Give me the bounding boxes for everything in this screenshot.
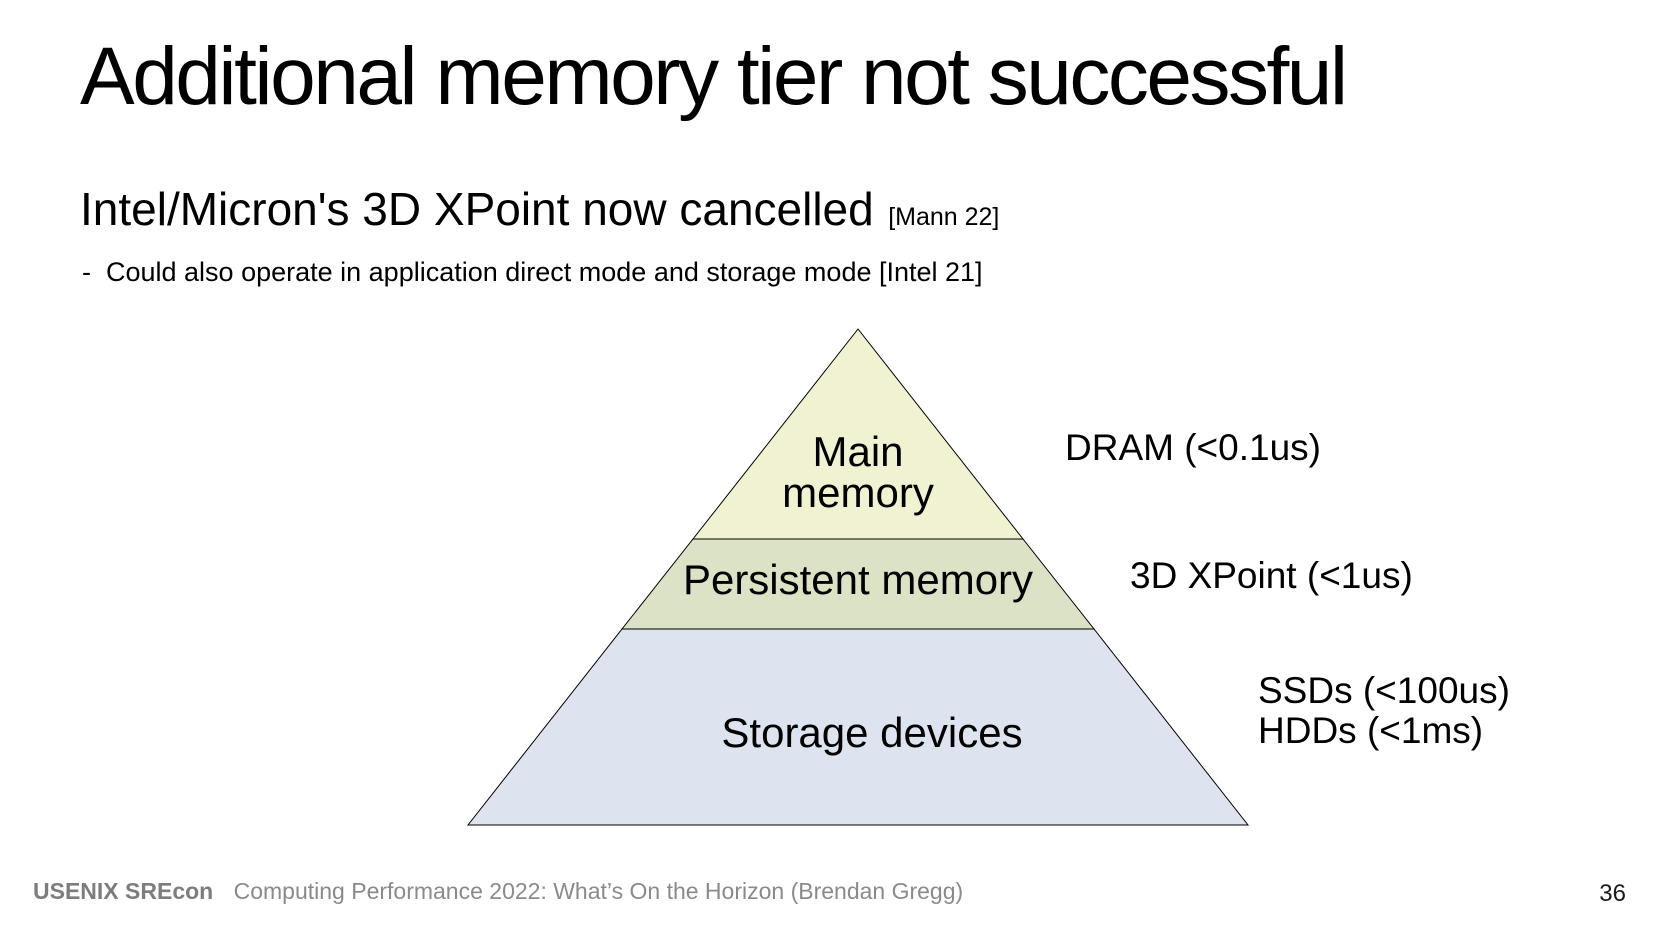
subtitle-row: Intel/Micron's 3D XPoint now cancelled [… <box>80 182 999 236</box>
annotation-hdd: HDDs (<1ms) <box>1258 710 1484 751</box>
footer-title: Computing Performance 2022: What’s On th… <box>233 878 964 904</box>
annotation-dram: DRAM (<0.1us) <box>1065 427 1321 468</box>
tier1-label-line2: memory <box>782 469 934 516</box>
subtitle-citation: [Mann 22] <box>888 203 1000 231</box>
bullet-item: - Could also operate in application dire… <box>82 257 983 287</box>
page-number: 36 <box>1599 880 1626 907</box>
footer-brand: USENIX SREcon <box>33 878 214 904</box>
subtitle: Intel/Micron's 3D XPoint now cancelled <box>80 183 874 235</box>
annotation-3d-xpoint: 3D XPoint (<1us) <box>1130 555 1413 596</box>
annotation-ssd: SSDs (<100us) <box>1258 670 1510 711</box>
pyramid-tier-storage-devices <box>466 628 1250 826</box>
tier2-label: Persistent memory <box>683 556 1033 603</box>
footer: USENIX SREcon Computing Performance 2022… <box>33 878 963 905</box>
tier3-label: Storage devices <box>721 709 1022 756</box>
annotation-storage: SSDs (<100us) HDDs (<1ms) <box>1258 671 1510 751</box>
tier1-label-line1: Main <box>812 428 903 475</box>
slide-title: Additional memory tier not successful <box>80 31 1348 122</box>
